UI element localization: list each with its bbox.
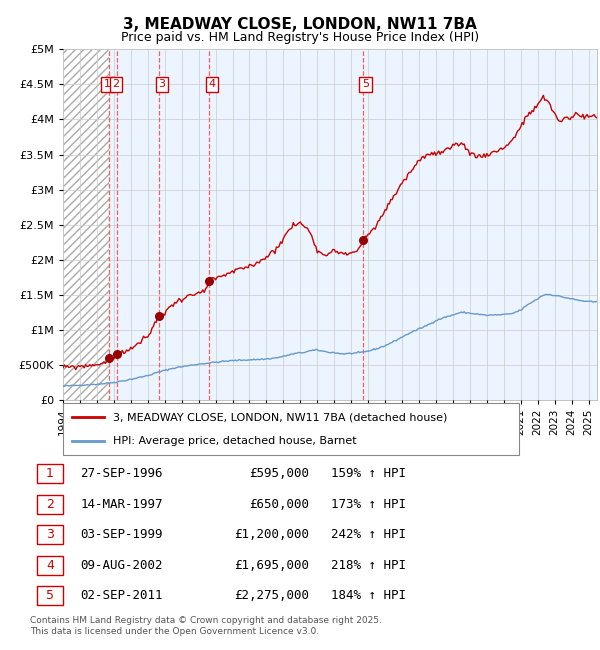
Text: 1: 1 <box>104 79 111 90</box>
Text: HPI: Average price, detached house, Barnet: HPI: Average price, detached house, Barn… <box>113 436 357 446</box>
Text: 173% ↑ HPI: 173% ↑ HPI <box>331 498 406 511</box>
Bar <box>37 586 64 605</box>
Text: 3, MEADWAY CLOSE, LONDON, NW11 7BA: 3, MEADWAY CLOSE, LONDON, NW11 7BA <box>123 17 477 32</box>
Text: 02-SEP-2011: 02-SEP-2011 <box>80 589 163 602</box>
Text: 09-AUG-2002: 09-AUG-2002 <box>80 559 163 572</box>
Text: 184% ↑ HPI: 184% ↑ HPI <box>331 589 406 602</box>
Text: 159% ↑ HPI: 159% ↑ HPI <box>331 467 406 480</box>
Text: £2,275,000: £2,275,000 <box>234 589 309 602</box>
Text: 3: 3 <box>46 528 54 541</box>
Text: 14-MAR-1997: 14-MAR-1997 <box>80 498 163 511</box>
Text: £595,000: £595,000 <box>249 467 309 480</box>
Text: 4: 4 <box>208 79 215 90</box>
Text: 03-SEP-1999: 03-SEP-1999 <box>80 528 163 541</box>
Bar <box>209 49 362 400</box>
Text: 4: 4 <box>46 559 54 572</box>
Bar <box>362 49 597 400</box>
Bar <box>63 49 109 400</box>
Text: 1: 1 <box>46 467 54 480</box>
Text: 2: 2 <box>112 79 119 90</box>
Text: 218% ↑ HPI: 218% ↑ HPI <box>331 559 406 572</box>
Text: £650,000: £650,000 <box>249 498 309 511</box>
Bar <box>109 49 159 400</box>
Text: Price paid vs. HM Land Registry's House Price Index (HPI): Price paid vs. HM Land Registry's House … <box>121 31 479 44</box>
Text: £1,200,000: £1,200,000 <box>234 528 309 541</box>
Text: 242% ↑ HPI: 242% ↑ HPI <box>331 528 406 541</box>
Text: 5: 5 <box>362 79 369 90</box>
Text: £1,695,000: £1,695,000 <box>234 559 309 572</box>
Text: 2: 2 <box>46 498 54 511</box>
Text: 3: 3 <box>158 79 166 90</box>
Bar <box>37 556 64 575</box>
Text: 5: 5 <box>46 589 54 602</box>
Text: Contains HM Land Registry data © Crown copyright and database right 2025.
This d: Contains HM Land Registry data © Crown c… <box>30 616 382 636</box>
Bar <box>37 464 64 483</box>
Text: 27-SEP-1996: 27-SEP-1996 <box>80 467 163 480</box>
Bar <box>159 49 209 400</box>
Bar <box>37 495 64 514</box>
Bar <box>37 525 64 544</box>
Text: 3, MEADWAY CLOSE, LONDON, NW11 7BA (detached house): 3, MEADWAY CLOSE, LONDON, NW11 7BA (deta… <box>113 412 448 422</box>
